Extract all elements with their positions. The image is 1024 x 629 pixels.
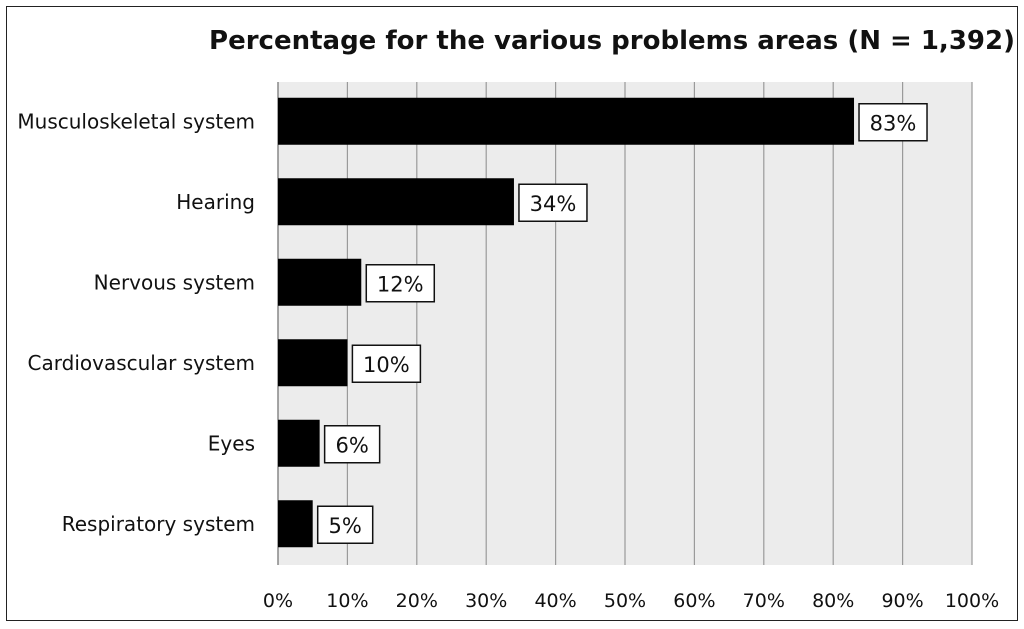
x-tick-label: 20% (396, 590, 438, 612)
bar (278, 178, 514, 226)
x-tick-label: 100% (945, 590, 999, 612)
category-label: Musculoskeletal system (17, 109, 255, 133)
category-label: Hearing (176, 190, 255, 214)
x-tick-label: 90% (881, 590, 923, 612)
bar (278, 500, 313, 548)
x-tick-label: 80% (812, 590, 854, 612)
category-label: Cardiovascular system (28, 351, 255, 375)
x-tick-label: 60% (673, 590, 715, 612)
data-label-box (365, 264, 436, 303)
data-label: 5% (329, 514, 362, 538)
data-label: 83% (870, 111, 917, 135)
bar (278, 258, 362, 306)
x-tick-label: 50% (604, 590, 646, 612)
bar (278, 339, 348, 387)
data-label-box (316, 505, 374, 544)
plot-area: Musculoskeletal system 83% Hearing 34% Nervo… (17, 82, 999, 612)
category-label: Respiratory system (62, 512, 255, 536)
x-tick-label: 30% (465, 590, 507, 612)
category-label: Eyes (208, 431, 255, 455)
data-label-box (323, 425, 381, 464)
x-tick-label: 70% (743, 590, 785, 612)
bar (278, 97, 855, 145)
bar (278, 419, 320, 467)
data-label-box (351, 344, 422, 383)
chart-frame (6, 6, 1018, 621)
x-tick-label: 10% (326, 590, 368, 612)
chart-title: Percentage for the various problems area… (209, 26, 1015, 56)
x-tick-label: 0% (263, 590, 293, 612)
data-label: 12% (377, 272, 424, 296)
data-label-box (518, 183, 588, 222)
data-label: 10% (363, 353, 410, 377)
data-label: 6% (335, 433, 368, 457)
category-label: Nervous system (94, 270, 255, 294)
data-label: 34% (530, 192, 577, 216)
data-label-box (858, 103, 928, 142)
x-tick-label: 40% (534, 590, 576, 612)
